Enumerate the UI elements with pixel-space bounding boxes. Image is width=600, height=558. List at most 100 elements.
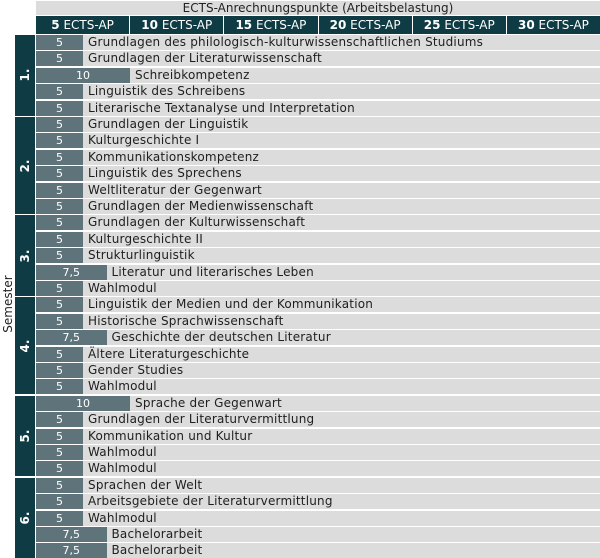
ects-bar: 7,5 [36, 264, 107, 280]
semester-axis: Semester [0, 35, 15, 549]
course-title: Literarische Textanalyse und Interpretat… [88, 100, 355, 115]
course-row: 5 Linguistik des Sprechens [36, 166, 600, 182]
ects-bar: 5 [36, 379, 83, 395]
ects-bar: 5 [36, 428, 83, 444]
scale-unit: ECTS-AP [350, 18, 401, 32]
scale-cell-10: 10 ECTS-AP [130, 16, 225, 34]
course-row: 5 Grundlagen der Literaturvermittlung [36, 412, 600, 428]
scale-cell-20: 20 ECTS-AP [318, 16, 413, 34]
ects-bar: 5 [36, 494, 83, 510]
course-row: 5 Sprachen der Welt [36, 477, 600, 493]
semester-number: 1. [18, 68, 32, 82]
course-row: 5 Wahlmodul [36, 445, 600, 460]
course-title: Geschichte der deutschen Literatur [111, 330, 331, 345]
course-row: 5 Wahlmodul [36, 510, 600, 526]
scale-number: 5 [51, 18, 60, 32]
scale-unit: ECTS-AP [63, 18, 114, 32]
course-title: Arbeitsgebiete der Literaturvermittlung [88, 494, 333, 509]
course-title: Strukturlinguistik [88, 248, 195, 263]
course-row: 7,5 Bachelorarbeit [36, 527, 600, 542]
scale-number: 30 [517, 18, 535, 32]
ects-bar: 7,5 [36, 543, 107, 558]
semester-axis-label: Semester [1, 275, 15, 333]
scale-cell-15: 15 ECTS-AP [224, 16, 319, 34]
course-row: 5 Wahlmodul [36, 281, 600, 296]
semester-block: 6. [15, 477, 35, 558]
ects-bar: 10 [36, 67, 130, 83]
course-row: 7,5 Literatur und literarisches Leben [36, 264, 600, 280]
scale-number: 10 [141, 18, 158, 32]
course-title: Grundlagen des philologisch-kulturwissen… [88, 35, 484, 49]
course-row: 10 Schreibkompetenz [36, 67, 600, 83]
ects-bar: 5 [36, 510, 83, 526]
course-row: 5 Linguistik der Medien und der Kommunika… [36, 297, 600, 313]
course-title: Kommunikationskompetenz [88, 149, 260, 164]
ects-bar: 5 [36, 199, 83, 214]
scale-unit: ECTS-AP [161, 18, 213, 32]
semester-number: 6. [18, 511, 32, 525]
ects-bar: 5 [36, 461, 83, 477]
scale-cell-30: 30 ECTS-AP [506, 16, 600, 34]
ects-bar: 5 [36, 477, 83, 493]
course-title: Kulturgeschichte II [88, 231, 204, 246]
course-title: Bachelorarbeit [111, 543, 203, 558]
semester-block: 1. [15, 35, 35, 116]
scale-cell-25: 25 ECTS-AP [412, 16, 507, 34]
ects-bar: 5 [36, 84, 83, 100]
ects-scale-header: 5 ECTS-AP 10 ECTS-AP 15 ECTS-AP 20 ECTS-… [36, 16, 600, 34]
course-row: 5 Grundlagen der Medienwissenschaft [36, 199, 600, 214]
semester-number: 2. [18, 159, 32, 172]
ects-bar: 5 [36, 35, 83, 50]
course-title: Wahlmodul [88, 445, 157, 459]
scale-number: 15 [235, 18, 253, 32]
course-title: Weltliteratur der Gegenwart [88, 182, 262, 197]
ects-bar: 5 [36, 133, 83, 149]
course-row: 7,5 Bachelorarbeit [36, 543, 600, 558]
ects-bar: 5 [36, 248, 83, 264]
course-row: 5 Grundlagen der Kulturwissenschaft [36, 215, 600, 231]
course-row: 10 Sprache der Gegenwart [36, 395, 600, 411]
ects-bar: 5 [36, 281, 83, 296]
semester-number: 3. [18, 249, 32, 263]
course-row: 5 Wahlmodul [36, 461, 600, 477]
course-title: Grundlagen der Literaturvermittlung [88, 412, 315, 427]
course-title: Grundlagen der Linguistik [88, 117, 249, 131]
course-row: 5 Gender Studies [36, 363, 600, 378]
semester-block: 3. [15, 215, 35, 296]
course-row: 5 Grundlagen der Literaturwissenschaft [36, 51, 600, 67]
ects-bar: 5 [36, 313, 83, 329]
course-title: Kulturgeschichte I [88, 133, 200, 148]
ects-bar: 5 [36, 182, 83, 198]
course-row: 7,5 Geschichte der deutschen Literatur [36, 330, 600, 346]
semester-number: 4. [18, 339, 32, 353]
course-title: Grundlagen der Kulturwissenschaft [88, 215, 306, 230]
ects-bar: 5 [36, 166, 83, 182]
course-row: 5 Kommunikationskompetenz [36, 149, 600, 165]
ects-bar: 5 [36, 51, 83, 67]
ects-bar: 5 [36, 346, 83, 362]
ects-bar: 5 [36, 215, 83, 231]
chart-title: ECTS-Anrechnungspunkte (Arbeitsbelastung… [36, 1, 600, 15]
semester-block: 5. [15, 395, 35, 477]
course-title: Gender Studies [88, 363, 184, 377]
course-row: 5 Historische Sprachwissenschaft [36, 313, 600, 329]
course-row: 5 Literarische Textanalyse und Interpreta… [36, 100, 600, 116]
scale-number: 25 [423, 18, 441, 32]
course-row: 5 Kulturgeschichte II [36, 231, 600, 247]
course-title: Grundlagen der Medienwissenschaft [88, 199, 314, 213]
course-title: Wahlmodul [88, 281, 157, 295]
course-row: 5 Weltliteratur der Gegenwart [36, 182, 600, 198]
course-title: Linguistik des Schreibens [88, 84, 246, 99]
ects-bar: 5 [36, 231, 83, 247]
course-title: Ältere Literaturgeschichte [88, 346, 250, 361]
semester-block: 2. [15, 117, 35, 214]
course-title: Grundlagen der Literaturwissenschaft [88, 51, 322, 66]
course-title: Sprache der Gegenwart [135, 395, 282, 410]
ects-bar: 5 [36, 363, 83, 378]
scale-cell-5: 5 ECTS-AP [36, 16, 131, 34]
ects-bar: 5 [36, 117, 83, 132]
course-row: 5 Kommunikation und Kultur [36, 428, 600, 444]
course-row: 5 Grundlagen der Linguistik [36, 117, 600, 132]
ects-bar: 5 [36, 149, 83, 165]
